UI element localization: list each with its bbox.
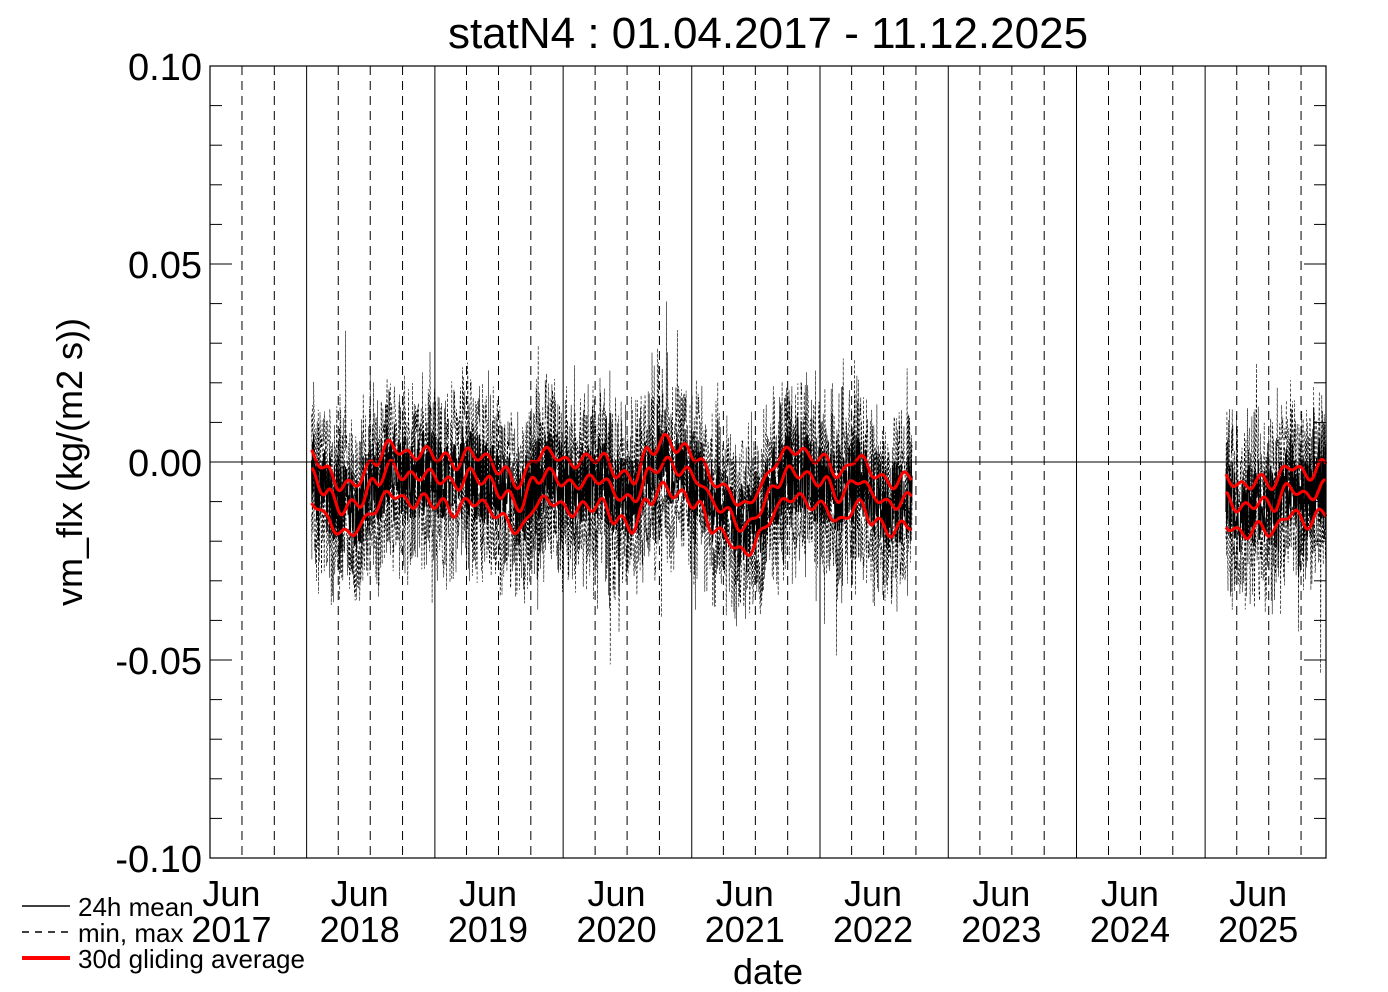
legend-label-24h-mean: 24h mean <box>78 892 194 922</box>
legend-label-30d-average: 30d gliding average <box>78 944 305 974</box>
y-tick-marks <box>210 65 1326 859</box>
series-30d-average-min <box>310 480 912 558</box>
x-tick-label-year: 2023 <box>961 909 1041 950</box>
x-tick-label-month: Jun <box>716 873 774 914</box>
chart-title: statN4 : 01.04.2017 - 11.12.2025 <box>448 9 1088 58</box>
x-tick-label-year: 2024 <box>1090 909 1170 950</box>
y-tick-label: 0.10 <box>128 47 202 89</box>
x-axis: Jun2017Jun2018Jun2019Jun2020Jun2021Jun20… <box>191 873 1298 950</box>
y-tick-label: 0.05 <box>128 245 202 287</box>
x-tick-label-year: 2019 <box>448 909 528 950</box>
x-tick-label-month: Jun <box>331 873 389 914</box>
x-tick-label-year: 2021 <box>705 909 785 950</box>
y-axis: 0.10 0.05 0.00 -0.05 -0.10 <box>115 47 202 881</box>
series-30d-average-max <box>1224 457 1328 491</box>
legend: 24h mean min, max 30d gliding average <box>22 892 305 974</box>
series-daily-max <box>311 301 913 550</box>
y-tick-label: 0.00 <box>128 443 202 485</box>
series-30d-average <box>1224 478 1327 514</box>
y-tick-label: -0.05 <box>115 641 202 683</box>
x-tick-label-month: Jun <box>844 873 902 914</box>
series-30d-average-min <box>1224 507 1328 541</box>
x-tick-label-year: 2020 <box>577 909 657 950</box>
data-traces <box>310 301 1328 674</box>
x-tick-label-year: 2025 <box>1218 909 1298 950</box>
series-30d-average <box>310 455 913 533</box>
x-tick-label-month: Jun <box>972 873 1030 914</box>
x-tick-label-year: 2017 <box>191 909 271 950</box>
x-tick-label-year: 2022 <box>833 909 913 950</box>
x-tick-label-month: Jun <box>1229 873 1287 914</box>
x-tick-label-month: Jun <box>459 873 517 914</box>
x-tick-label-month: Jun <box>1101 873 1159 914</box>
y-tick-label: -0.10 <box>115 839 202 881</box>
y-axis-label: vm_flx (kg/(m2 s)) <box>49 318 90 606</box>
x-tick-label-year: 2018 <box>320 909 400 950</box>
legend-label-min-max: min, max <box>78 918 183 948</box>
x-tick-label-month: Jun <box>202 873 260 914</box>
x-tick-label-month: Jun <box>588 873 646 914</box>
series-30d-average-max <box>310 432 913 507</box>
x-axis-label: date <box>733 951 803 992</box>
